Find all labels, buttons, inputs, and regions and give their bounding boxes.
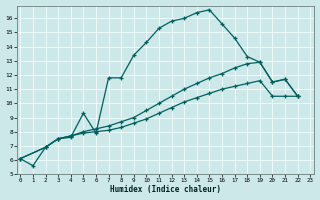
X-axis label: Humidex (Indice chaleur): Humidex (Indice chaleur)	[110, 185, 221, 194]
